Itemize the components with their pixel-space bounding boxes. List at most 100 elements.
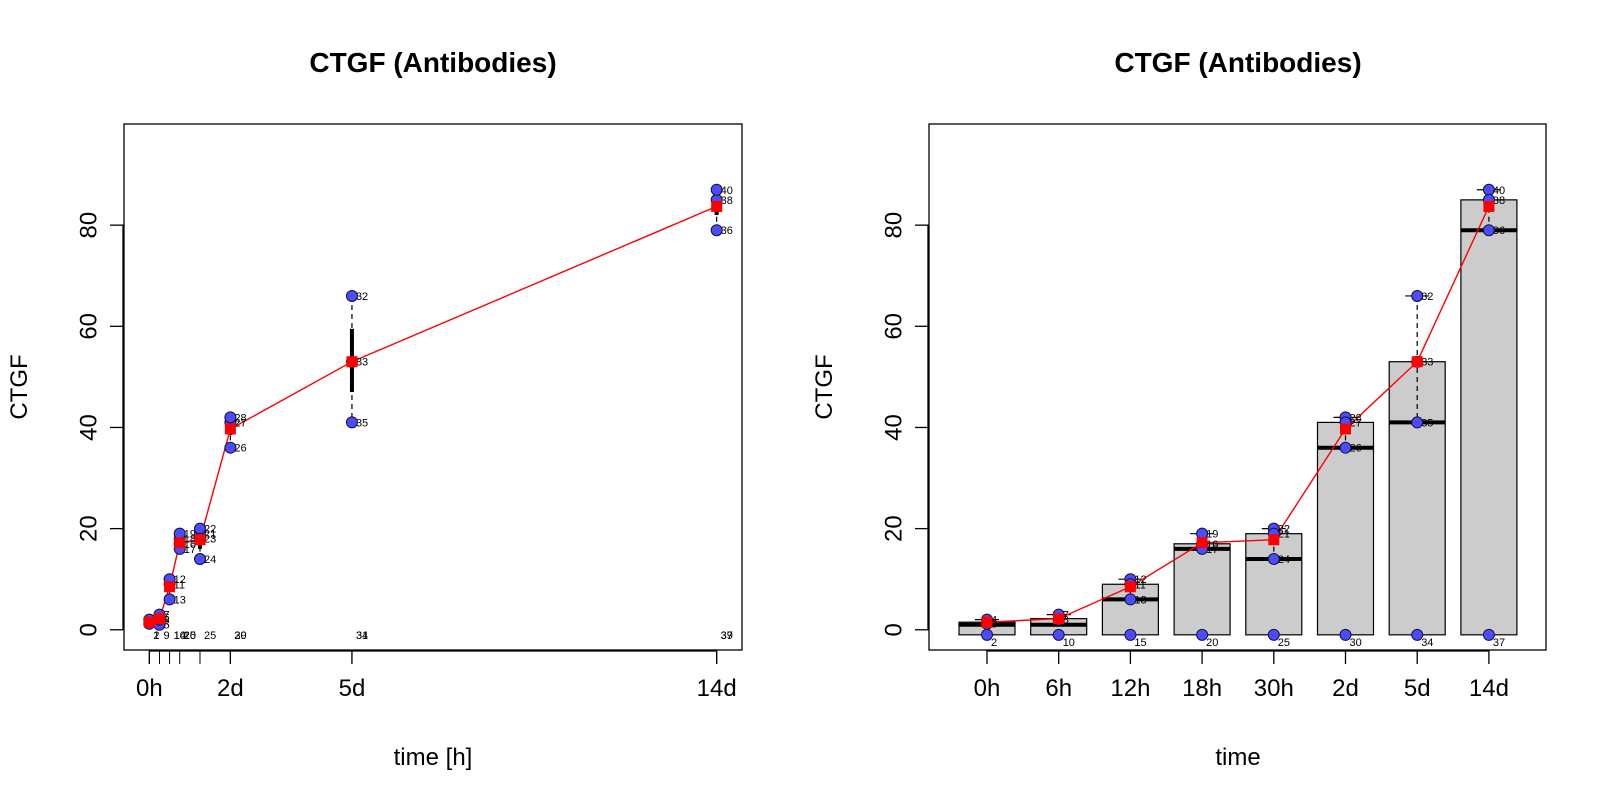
right-bar	[1460, 199, 1518, 636]
left-point-label: 25	[204, 630, 216, 642]
right-data-point	[1482, 628, 1495, 641]
right-point-label: 25	[1278, 637, 1290, 649]
left-point-label: 28	[234, 412, 246, 424]
left-data-point	[710, 183, 723, 196]
right-mean-marker	[981, 616, 993, 628]
right-data-point	[1052, 628, 1065, 641]
right-point-label: 17	[1206, 544, 1218, 556]
right-data-point	[1196, 628, 1209, 641]
right-point-label: 11	[1134, 579, 1145, 591]
right-bar	[1173, 543, 1231, 636]
right-point-label: 24	[1278, 554, 1290, 566]
left-mean-marker	[153, 613, 165, 625]
left-point-label: 18	[184, 534, 196, 546]
right-mean-marker	[1411, 356, 1423, 368]
left-point-label: 10	[174, 630, 186, 642]
left-point-label: 15	[184, 630, 196, 642]
right-x-tick-label: 30h	[1254, 675, 1294, 702]
right-y-tick-label: 0	[880, 623, 907, 636]
right-x-tick-label: 5d	[1404, 675, 1431, 702]
right-bar	[1388, 361, 1446, 636]
right-x-tick-label: 18h	[1182, 675, 1222, 702]
left-point-label: 13	[174, 594, 186, 606]
left-point-label: 30	[234, 630, 246, 642]
right-data-point	[1411, 628, 1424, 641]
right-point-label: 20	[1206, 637, 1218, 649]
right-mean-line	[986, 206, 1490, 623]
right-y-tick-label: 20	[880, 515, 907, 542]
left-point-label: 35	[356, 417, 368, 429]
left-point-label: 31	[356, 630, 368, 642]
left-data-point	[193, 552, 206, 565]
right-point-label: 22	[1278, 524, 1290, 536]
right-data-point	[1267, 628, 1280, 641]
right-point-label: 10	[1063, 637, 1075, 649]
left-point-label: 5	[163, 620, 169, 632]
left-point-label: 9	[163, 630, 169, 642]
left-data-point	[345, 289, 358, 302]
left-point-label: 8	[163, 615, 169, 627]
right-point-label: 27	[1350, 417, 1362, 429]
left-point-label: 2	[153, 630, 159, 642]
left-point-label: 6	[163, 612, 169, 624]
right-point-label: 34	[1421, 637, 1433, 649]
right-point-label: 37	[1493, 637, 1505, 649]
left-mean-marker	[164, 581, 176, 593]
left-point-label: 21	[204, 529, 216, 541]
left-point-label: 16	[184, 539, 196, 551]
right-chart-title: CTGF (Antibodies)	[1114, 47, 1361, 78]
left-data-point	[224, 441, 237, 454]
left-point-label: 40	[721, 185, 733, 197]
left-y-tick-label: 60	[75, 313, 102, 340]
right-data-point	[1124, 593, 1137, 606]
left-y-tick-label: 80	[75, 212, 102, 239]
right-point-label: 15	[1134, 637, 1146, 649]
right-mean-marker	[1268, 534, 1280, 546]
right-data-point	[1124, 628, 1137, 641]
left-point-label: 34	[356, 630, 368, 642]
right-point-label: 30	[1350, 637, 1362, 649]
left-point-label: 32	[356, 291, 368, 303]
right-mean-marker	[1124, 581, 1136, 593]
right-x-tick-label: 14d	[1469, 675, 1509, 702]
left-point-label: 12	[174, 574, 186, 586]
right-data-point	[1411, 289, 1424, 302]
left-mean-marker	[174, 537, 186, 549]
right-mean-marker	[1340, 423, 1351, 435]
right-point-label: 8	[1063, 615, 1069, 627]
right-x-axis-label: time	[1215, 744, 1260, 771]
left-mean-marker	[143, 616, 155, 628]
left-point-label: 23	[204, 534, 216, 546]
right-axes: 0 20 40 60 80 0h 6h 12h 18h 30h 2d 5d 14d	[880, 212, 1509, 702]
right-mean-marker	[1483, 200, 1495, 212]
right-data-point	[1339, 441, 1352, 454]
left-point-label: 14	[174, 630, 186, 642]
right-plot-frame	[928, 123, 1547, 651]
right-point-label: 19	[1206, 529, 1218, 541]
left-x-axis-label: time [h]	[394, 744, 473, 771]
right-y-tick-label: 60	[880, 313, 907, 340]
left-point-label: 33	[356, 357, 368, 369]
right-y-tick-label: 40	[880, 414, 907, 441]
right-mean-marker	[1053, 613, 1065, 625]
right-y-axis-label: CTGF	[811, 354, 838, 419]
right-data-point	[1411, 416, 1424, 429]
right-point-label: 36	[1493, 225, 1505, 237]
left-mean-marker	[711, 200, 723, 212]
right-x-tick-label: 0h	[974, 675, 1001, 702]
right-point-label: 21	[1278, 529, 1290, 541]
left-y-tick-label: 20	[75, 515, 102, 542]
right-point-label: 28	[1350, 412, 1362, 424]
left-point-label: 1	[153, 630, 159, 642]
right-point-label: 32	[1421, 291, 1433, 303]
left-point-label: 11	[174, 579, 185, 591]
right-point-label: 40	[1493, 185, 1505, 197]
right-point-label: 38	[1493, 195, 1505, 207]
left-point-label: 26	[234, 443, 246, 455]
right-point-label: 3	[991, 619, 997, 631]
left-x-tick-label: 2d	[217, 675, 244, 702]
left-mean-marker	[224, 423, 236, 435]
left-data-point	[710, 224, 723, 237]
right-point-label: 12	[1134, 574, 1146, 586]
left-point-label: 19	[184, 529, 196, 541]
